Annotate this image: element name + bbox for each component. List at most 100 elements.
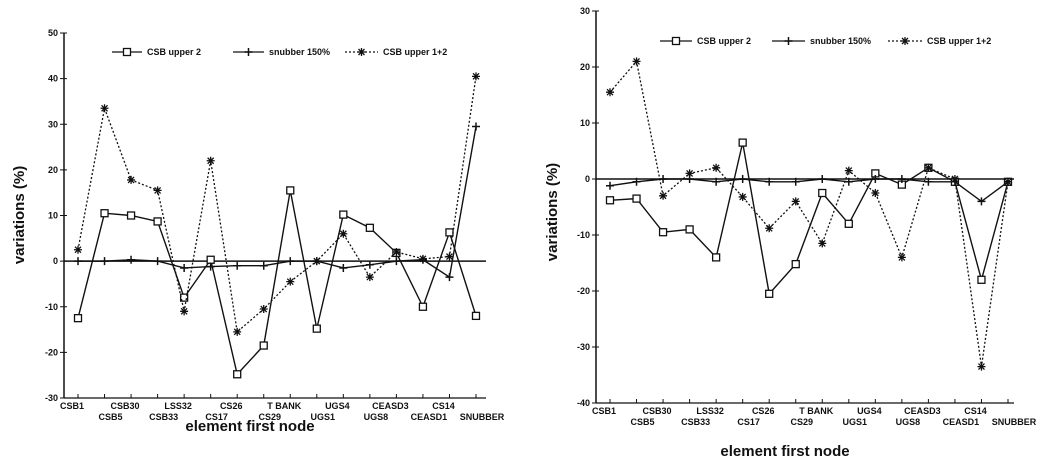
- data-point: [127, 175, 136, 184]
- x-tick-label: CEASD1: [943, 417, 980, 427]
- data-point: [179, 293, 189, 302]
- data-point: [259, 261, 268, 270]
- x-tick-label: CSB1: [60, 401, 84, 411]
- y-tick-label: 10: [580, 118, 590, 128]
- series-plus: [606, 175, 1012, 206]
- data-point: [632, 177, 641, 186]
- y-tick-label: 0: [585, 174, 590, 184]
- y-tick-label: -10: [45, 302, 58, 312]
- data-point: [871, 175, 880, 183]
- data-point: [738, 192, 747, 201]
- data-point: [471, 311, 481, 321]
- data-point: [233, 370, 242, 379]
- data-point: [100, 209, 109, 218]
- y-tick-label: 20: [580, 62, 590, 72]
- legend-item: CSB upper 2: [660, 36, 751, 46]
- x-tick-label: CS26: [220, 401, 243, 411]
- data-point: [392, 248, 401, 256]
- data-point: [206, 262, 215, 271]
- data-point: [606, 88, 614, 97]
- data-point: [950, 175, 959, 183]
- legend-marker: [357, 48, 366, 56]
- data-point: [100, 257, 109, 266]
- y-tick-label: 30: [48, 119, 58, 129]
- y-tick-label: -10: [577, 230, 590, 240]
- data-point: [180, 307, 189, 316]
- data-point: [738, 138, 747, 147]
- x-tick-label: CS29: [790, 417, 813, 427]
- data-point: [339, 210, 348, 219]
- y-tick-label: -30: [577, 342, 590, 352]
- legend-label: CSB upper 1+2: [383, 47, 447, 57]
- y-tick-label: -20: [45, 347, 58, 357]
- x-tick-label: CEASD3: [372, 401, 409, 411]
- series-plus: [74, 122, 480, 282]
- data-point: [977, 275, 986, 284]
- data-point: [977, 197, 986, 206]
- legend-marker: [901, 37, 909, 45]
- data-point: [259, 305, 268, 314]
- data-point: [765, 224, 774, 233]
- data-point: [977, 362, 986, 371]
- series-line: [78, 126, 477, 279]
- data-point: [418, 254, 427, 263]
- x-tick-label: CS17: [205, 412, 228, 422]
- data-point: [924, 177, 933, 186]
- data-point: [74, 245, 82, 254]
- series-star: [606, 57, 1012, 371]
- x-tick-label: T BANK: [267, 401, 301, 411]
- y-tick-label: -30: [45, 393, 58, 403]
- y-tick-label: 50: [48, 28, 58, 38]
- y-tick-label: 0: [53, 256, 58, 266]
- series-line: [609, 178, 1009, 203]
- legend-label: CSB upper 1+2: [927, 36, 991, 46]
- series-square: [605, 138, 1013, 298]
- series-line: [609, 59, 1009, 367]
- data-point: [765, 177, 774, 186]
- data-point: [445, 228, 454, 237]
- data-point: [844, 166, 853, 175]
- legend-item: snubber 150%: [233, 47, 330, 57]
- data-point: [791, 177, 800, 186]
- x-tick-label: UGS4: [325, 401, 350, 411]
- legend-marker: [784, 37, 793, 45]
- x-tick-label: CS14: [432, 401, 455, 411]
- data-point: [365, 273, 374, 282]
- x-tick-label: UGS8: [364, 412, 389, 422]
- data-point: [924, 163, 933, 172]
- data-point: [659, 191, 668, 200]
- legend-marker: [122, 47, 132, 57]
- data-point: [392, 257, 401, 266]
- x-tick-label: CSB5: [631, 417, 655, 427]
- data-point: [738, 175, 747, 183]
- legend-item: CSB upper 1+2: [345, 47, 447, 57]
- series-line: [609, 142, 1009, 296]
- data-point: [818, 188, 827, 198]
- data-point: [180, 263, 189, 272]
- data-point: [339, 229, 348, 238]
- x-tick-label: UGS8: [896, 417, 921, 427]
- data-point: [871, 189, 880, 197]
- data-point: [153, 186, 162, 195]
- x-axis-title: element first node: [185, 418, 314, 435]
- x-tick-label: CSB1: [592, 406, 616, 416]
- x-tick-label: CSB33: [149, 412, 178, 422]
- x-tick-label: T BANK: [799, 406, 833, 416]
- data-point: [286, 277, 295, 286]
- x-tick-label: UGS4: [857, 406, 882, 416]
- y-tick-label: -20: [577, 286, 590, 296]
- data-point: [605, 196, 615, 205]
- data-point: [286, 186, 295, 195]
- x-tick-label: CSB30: [111, 401, 140, 411]
- x-tick-label: CS14: [964, 406, 987, 416]
- data-point: [153, 257, 162, 266]
- data-point: [818, 175, 827, 183]
- data-point: [632, 57, 641, 66]
- data-point: [791, 197, 800, 206]
- x-tick-label: CS17: [737, 417, 760, 427]
- series-star: [74, 72, 480, 336]
- data-point: [472, 72, 480, 81]
- legend-marker: [244, 48, 253, 56]
